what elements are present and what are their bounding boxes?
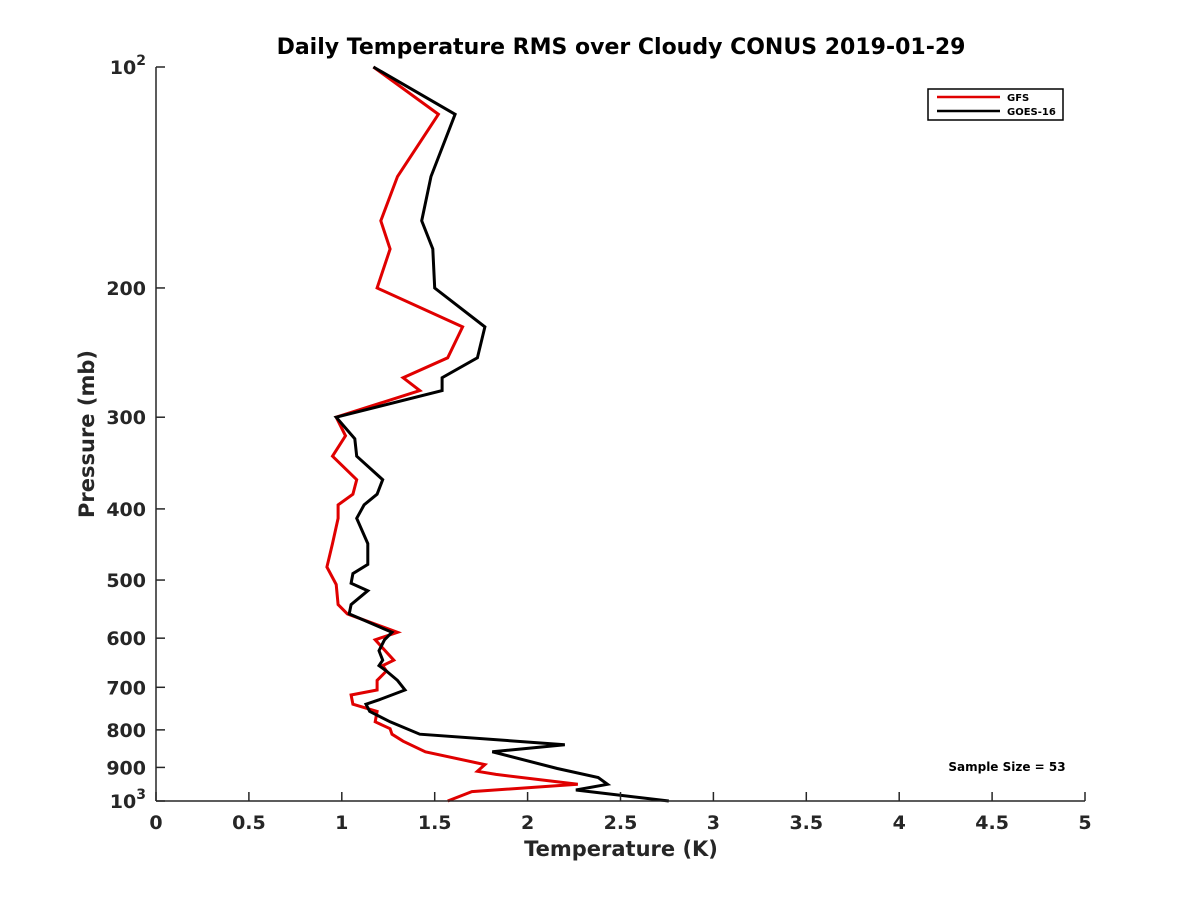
legend-box [927, 88, 1064, 121]
y-axis-ticks: 102 200 300 400 500 600 700 800 900 103 [106, 53, 165, 813]
x-tick-label: 2 [521, 812, 534, 834]
x-tick-label: 1 [335, 812, 348, 834]
x-tick-label: 0 [149, 812, 162, 834]
chart-title: Daily Temperature RMS over Cloudy CONUS … [277, 35, 966, 60]
x-axis-ticks: 0 0.5 1 1.5 2 2.5 3 3.5 4 4.5 5 [149, 792, 1092, 834]
legend-label-goes-16: GOES-16 [1007, 107, 1056, 118]
y-tick-label: 800 [106, 720, 146, 742]
y-tick-label: 300 [106, 407, 146, 429]
y-tick-label: 400 [106, 499, 146, 521]
series-line-goes-16 [333, 65, 669, 803]
x-axis-label: Temperature (K) [524, 837, 718, 861]
x-tick-label: 4 [893, 812, 906, 834]
x-tick-label: 4.5 [975, 812, 1009, 834]
y-tick-label: 102 [110, 53, 146, 79]
x-tick-label: 1.5 [418, 812, 452, 834]
x-tick-label: 5 [1078, 812, 1091, 834]
legend: GFS GOES-16 [927, 88, 1064, 121]
sample-size-annotation: Sample Size = 53 [948, 760, 1065, 774]
x-tick-label: 2.5 [604, 812, 638, 834]
y-tick-label: 700 [106, 677, 146, 699]
y-tick-label: 900 [106, 757, 146, 779]
x-tick-label: 0.5 [232, 812, 266, 834]
y-tick-label: 103 [110, 787, 146, 813]
y-tick-label: 600 [106, 628, 146, 650]
y-tick-label: 200 [106, 278, 146, 300]
series-layer [325, 65, 669, 803]
y-tick-label: 500 [106, 570, 146, 592]
series-line-gfs [325, 65, 578, 803]
y-axis-label: Pressure (mb) [75, 350, 99, 518]
plot-area [156, 67, 1085, 801]
x-tick-label: 3 [707, 812, 720, 834]
legend-label-gfs: GFS [1007, 93, 1029, 104]
x-tick-label: 3.5 [789, 812, 823, 834]
